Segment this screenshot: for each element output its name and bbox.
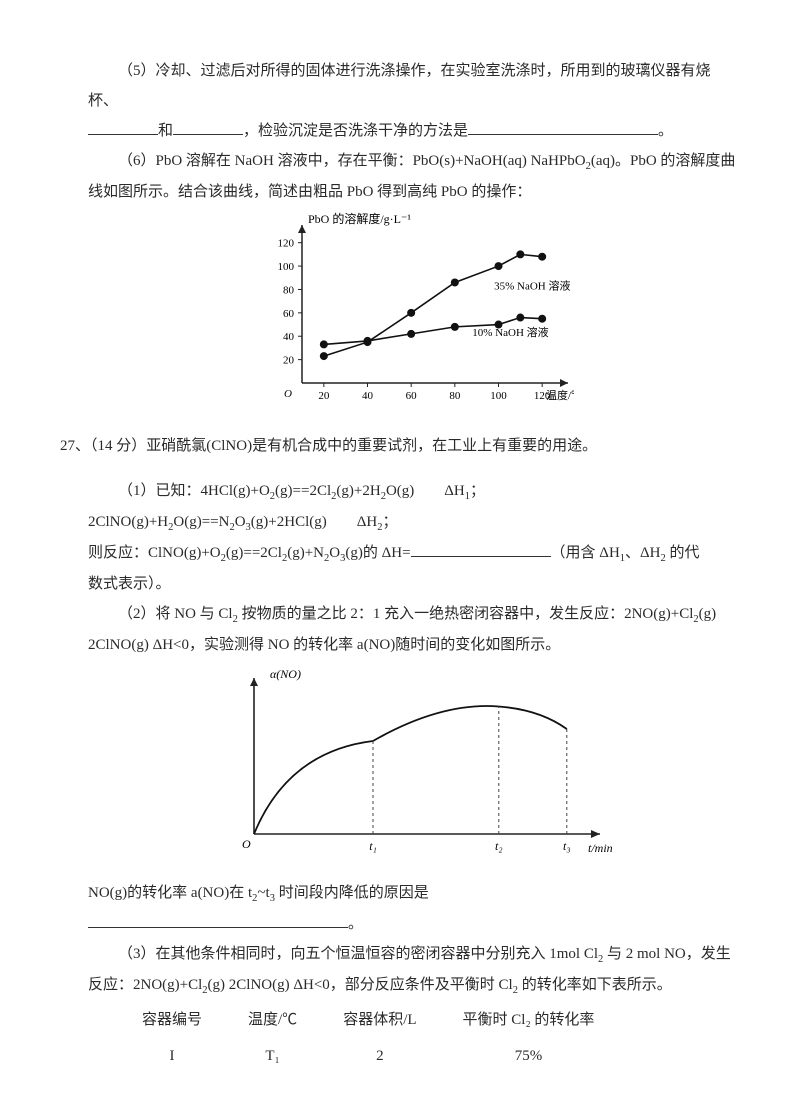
conditions-table: 容器编号 温度/℃ 容器体积/L 平衡时 Cl₂ 的转化率 I T₁ 2 75% [118, 1001, 618, 1075]
chart1-svg: PbO 的溶解度/g·L⁻¹ 20 40 60 80 100 120 温度/℃ 20 40 60 80… [254, 211, 574, 416]
blank [173, 119, 243, 135]
text: (g)==2Cl [226, 545, 282, 561]
svg-text:PbO 的溶解度/g·L⁻¹: PbO 的溶解度/g·L⁻¹ [308, 211, 411, 226]
cell: 75% [441, 1039, 617, 1073]
text: （3）在其他条件相同时，向五个恒温恒容的密闭容器中分别充入 1mol Cl [118, 946, 598, 962]
text: 的代 [666, 545, 700, 561]
cell: I [120, 1039, 224, 1073]
svg-text:40: 40 [362, 390, 374, 402]
text: ，检验沉淀是否洗涤干净的方法是 [243, 123, 468, 139]
question-5: （5）冷却、过滤后对所得的固体进行洗涤操作，在实验室洗涤时，所用到的玻璃仪器有烧… [88, 56, 740, 116]
text: （6）PbO 溶解在 NaOH 溶液中，存在平衡：PbO(s)+NaOH(aq)… [118, 153, 586, 169]
text: (aq)。PbO 的溶解度曲 [591, 153, 736, 169]
text: 则反应：ClNO(g)+O [88, 545, 221, 561]
text: 线如图所示。结合该曲线，简述由粗品 PbO 得到高纯 PbO 的操作： [88, 184, 531, 200]
text: 按物质的量之比 2：1 充入一绝热密闭容器中，发生反应：2NO(g)+Cl [238, 606, 694, 622]
cell: 2 [321, 1039, 438, 1073]
svg-text:10% NaOH 溶液: 10% NaOH 溶液 [472, 325, 548, 339]
text: (g) 2ClNO(g) ΔH<0，部分反应条件及平衡时 Cl [208, 977, 513, 993]
text: (g)+2HCl(g) ΔH [251, 514, 377, 530]
svg-text:80: 80 [449, 390, 461, 402]
cell: T₁ [226, 1039, 319, 1073]
svg-text:40: 40 [283, 331, 295, 343]
text: (g)+2H [336, 483, 380, 499]
text: O [235, 514, 246, 530]
after-chart2-line1: NO(g)的转化率 a(NO)在 t2~t3 时间段内降低的原因是 [88, 878, 740, 909]
question-6-line2: 线如图所示。结合该曲线，简述由粗品 PbO 得到高纯 PbO 的操作： [88, 177, 740, 207]
q27-part1-line3: 则反应：ClNO(g)+O2(g)==2Cl2(g)+N2O3(g)的 ΔH=（… [88, 538, 740, 569]
q27-part1-line1: （1）已知：4HCl(g)+O2(g)==2Cl2(g)+2H2O(g) ΔH1… [88, 476, 740, 507]
text: 与 2 mol NO，发生 [603, 946, 731, 962]
text: (g)+N [287, 545, 324, 561]
blank[interactable] [411, 541, 551, 557]
svg-text:温度/℃: 温度/℃ [546, 388, 574, 402]
col-2: 容器体积/L [321, 1003, 438, 1037]
q27-part2-line1: （2）将 NO 与 Cl2 按物质的量之比 2：1 充入一绝热密闭容器中，发生反… [88, 599, 740, 630]
q5-text: （5）冷却、过滤后对所得的固体进行洗涤操作，在实验室洗涤时，所用到的玻璃仪器有烧… [88, 63, 711, 109]
svg-text:t₁: t₁ [369, 839, 377, 853]
conversion-chart: α(NO) t/min Ot₁ t₂ t₃ [88, 664, 740, 864]
q27-part2-line2: 2ClNO(g) ΔH<0，实验测得 NO 的转化率 a(NO)随时间的变化如图… [88, 630, 740, 660]
text: （2）将 NO 与 Cl [118, 606, 233, 622]
text: 27、（14 分）亚硝酰氯(ClNO)是有机合成中的重要试剂，在工业上有重要的用… [60, 438, 597, 454]
text: (g) [699, 606, 717, 622]
svg-text:80: 80 [283, 284, 295, 296]
text: 、ΔH [625, 545, 660, 561]
text: 的转化率如下表所示。 [518, 977, 672, 993]
svg-text:t₃: t₃ [563, 839, 571, 853]
col-1: 温度/℃ [226, 1003, 319, 1037]
q27-part1-line2: 2ClNO(g)+H2O(g)==N2O3(g)+2HCl(g) ΔH2； [88, 507, 740, 538]
svg-text:20: 20 [318, 390, 330, 402]
svg-text:O: O [242, 837, 251, 851]
chart2-svg: α(NO) t/min Ot₁ t₂ t₃ [214, 664, 614, 864]
svg-text:35% NaOH 溶液: 35% NaOH 溶液 [494, 278, 570, 292]
table-header-row: 容器编号 温度/℃ 容器体积/L 平衡时 Cl₂ 的转化率 [120, 1003, 616, 1037]
svg-text:120: 120 [278, 238, 295, 250]
text: 2ClNO(g) ΔH<0，实验测得 NO 的转化率 a(NO)随时间的变化如图… [88, 637, 560, 653]
svg-text:t₂: t₂ [495, 839, 503, 853]
blank [88, 119, 158, 135]
text: 2ClNO(g)+H [88, 514, 168, 530]
question-27-header: 27、（14 分）亚硝酰氯(ClNO)是有机合成中的重要试剂，在工业上有重要的用… [60, 431, 740, 461]
text: 反应：2NO(g)+Cl [88, 977, 202, 993]
col-3: 平衡时 Cl₂ 的转化率 [441, 1003, 617, 1037]
text: 数式表示）。 [88, 576, 171, 592]
text: NO(g)的转化率 a(NO)在 t [88, 885, 252, 901]
text: 时间段内降低的原因是 [275, 885, 429, 901]
col-0: 容器编号 [120, 1003, 224, 1037]
text: ~t [257, 885, 269, 901]
svg-text:60: 60 [283, 308, 295, 320]
svg-text:t/min: t/min [588, 841, 613, 855]
text: O(g)==N [173, 514, 229, 530]
text: ； [470, 483, 485, 499]
solubility-chart: PbO 的溶解度/g·L⁻¹ 20 40 60 80 100 120 温度/℃ 20 40 60 80… [88, 211, 740, 416]
svg-text:60: 60 [406, 390, 418, 402]
text: O(g) ΔH [386, 483, 465, 499]
text: 。 [348, 916, 363, 932]
question-5-line2: 和 ，检验沉淀是否洗涤干净的方法是 。 [88, 116, 740, 146]
svg-text:20: 20 [283, 355, 295, 367]
svg-text:100: 100 [490, 390, 507, 402]
blank [468, 119, 658, 135]
blank[interactable] [88, 912, 348, 928]
question-6: （6）PbO 溶解在 NaOH 溶液中，存在平衡：PbO(s)+NaOH(aq)… [88, 146, 740, 177]
q27-part1-line4: 数式表示）。 [88, 569, 740, 599]
q27-part3-line2: 反应：2NO(g)+Cl2(g) 2ClNO(g) ΔH<0，部分反应条件及平衡… [88, 970, 740, 1001]
text: （1）已知：4HCl(g)+O [118, 483, 270, 499]
svg-text:O: O [284, 388, 292, 400]
text: （用含 ΔH [551, 545, 620, 561]
after-chart2-line2: 。 [88, 909, 740, 939]
text: (g)==2Cl [275, 483, 331, 499]
svg-text:α(NO): α(NO) [270, 667, 301, 681]
q27-part3-line1: （3）在其他条件相同时，向五个恒温恒容的密闭容器中分别充入 1mol Cl2 与… [88, 939, 740, 970]
svg-text:100: 100 [278, 261, 295, 273]
table-row: I T₁ 2 75% [120, 1039, 616, 1073]
text: (g)的 ΔH= [345, 545, 410, 561]
text: 和 [158, 123, 173, 139]
text: 。 [658, 123, 673, 139]
text: ； [382, 514, 397, 530]
text: O [329, 545, 340, 561]
